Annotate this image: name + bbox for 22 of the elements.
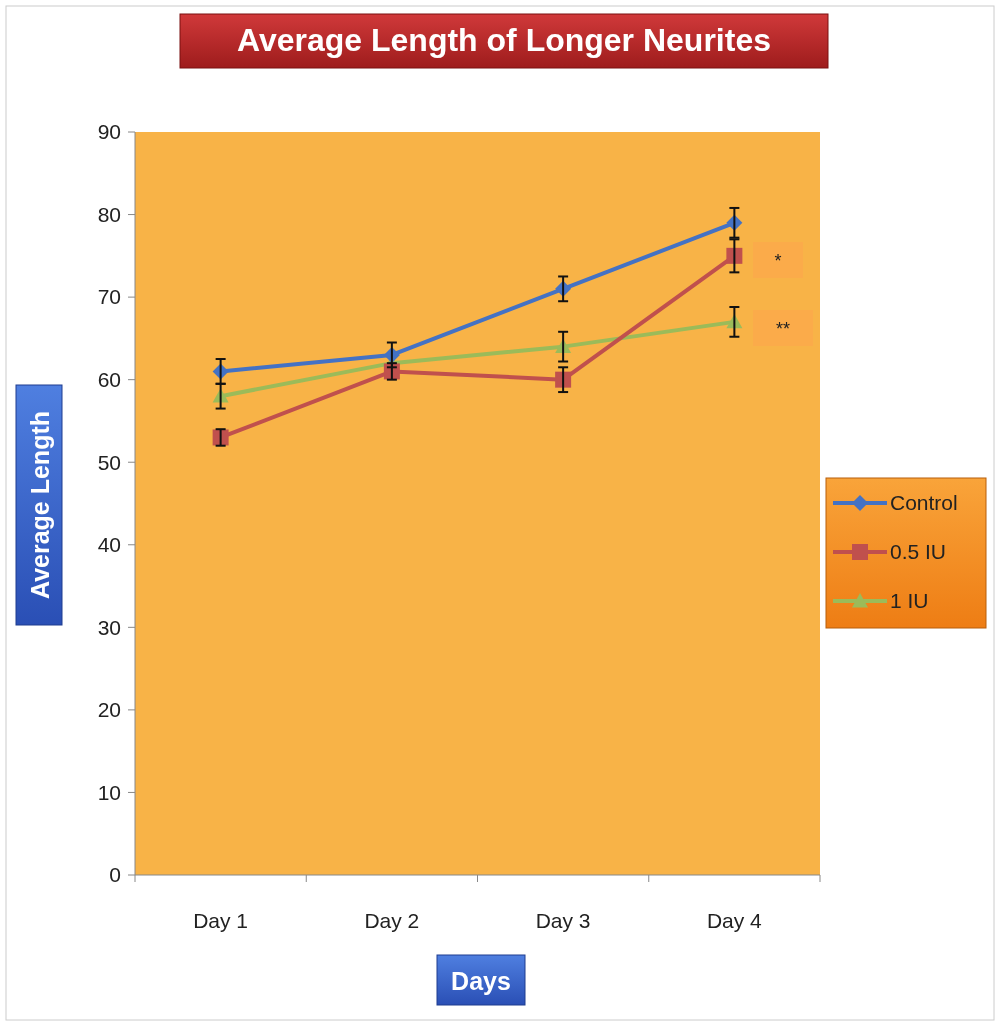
x-tick-label: Day 1 (193, 909, 249, 932)
legend-label: 1 IU (890, 589, 929, 613)
y-tick-label: 30 (97, 615, 121, 639)
y-tick-label: 70 (97, 285, 121, 309)
legend-label: Control (890, 491, 958, 515)
annotation: ** (775, 319, 791, 340)
y-tick-label: 90 (97, 120, 121, 144)
x-tick-label: Day 4 (706, 909, 763, 932)
x-tick-label: Day 2 (364, 909, 420, 932)
x-tick-label: Day 3 (535, 909, 591, 932)
y-tick-label: 0 (109, 863, 121, 887)
y-tick-label: 20 (97, 698, 121, 722)
annotation: * (774, 251, 782, 272)
chart-title: Average Length of Longer Neurites (237, 22, 771, 58)
y-axis-title: Average Length (26, 410, 54, 600)
y-tick-label: 60 (97, 368, 121, 392)
y-tick-label: 10 (97, 780, 121, 804)
y-tick-label: 80 (97, 202, 121, 226)
y-tick-label: 50 (97, 450, 121, 474)
y-tick-label: 40 (97, 533, 121, 557)
x-axis-title: Days (451, 967, 511, 995)
legend-label: 0.5 IU (890, 540, 947, 564)
